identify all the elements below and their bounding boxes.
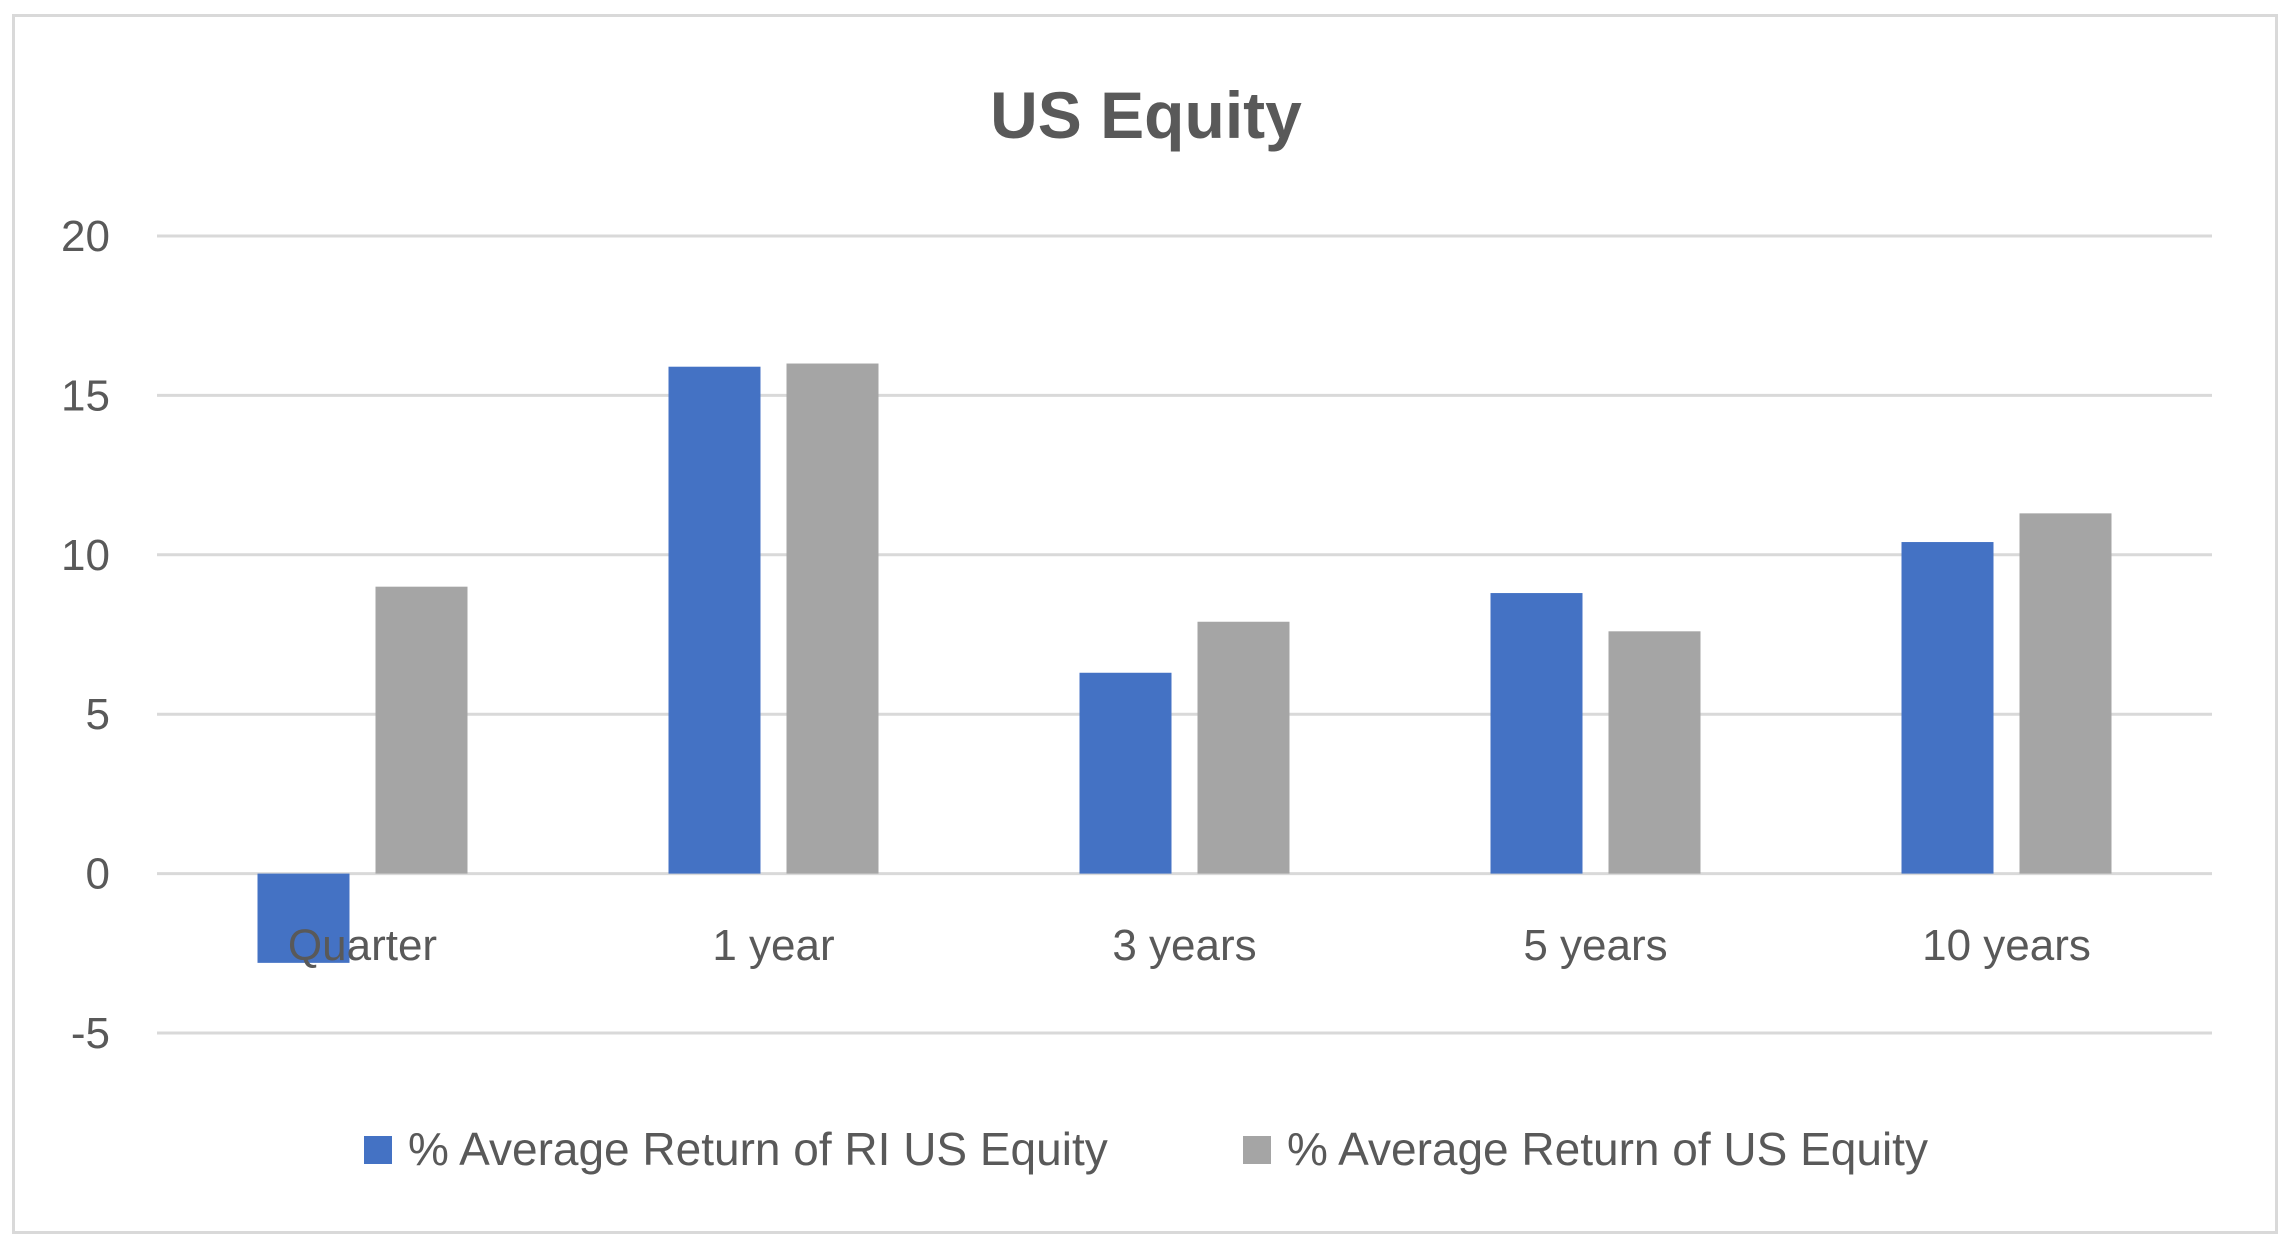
legend-label-1: % Average Return of RI US Equity — [408, 1123, 1108, 1175]
bar-series1-5-years — [1490, 593, 1583, 874]
bars — [257, 363, 2112, 963]
bar-series2-10-years — [2019, 513, 2112, 874]
bar-series2-quarter — [375, 586, 468, 874]
y-tick-label: 10 — [61, 531, 110, 580]
legend: % Average Return of RI US Equity % Averag… — [364, 1123, 1928, 1175]
x-tick-label: 1 year — [712, 921, 834, 970]
x-tick-labels: Quarter 1 year 3 years 5 years 10 years — [288, 921, 2091, 970]
bar-series1-10-years — [1901, 542, 1994, 874]
x-tick-label: 10 years — [1922, 921, 2091, 970]
chart-title: US Equity — [990, 78, 1302, 152]
y-tick-label: 5 — [86, 690, 110, 739]
gridlines — [157, 234, 2212, 1035]
bar-series2-1-year — [786, 363, 879, 874]
bar-series1-quarter — [257, 873, 350, 963]
x-tick-label: 5 years — [1523, 921, 1667, 970]
bar-series1-3-years — [1079, 672, 1172, 874]
y-tick-label: 0 — [86, 850, 110, 899]
y-tick-label: 20 — [61, 212, 110, 261]
y-tick-label: -5 — [71, 1009, 110, 1058]
legend-label-2: % Average Return of US Equity — [1287, 1123, 1928, 1175]
bar-series2-5-years — [1608, 631, 1701, 874]
y-tick-labels: -5 0 5 10 15 20 — [61, 212, 110, 1058]
x-tick-label: 3 years — [1112, 921, 1256, 970]
bar-series1-1-year — [668, 366, 761, 874]
x-tick-label: Quarter — [288, 921, 437, 970]
y-tick-label: 15 — [61, 371, 110, 420]
bar-series2-3-years — [1197, 621, 1290, 874]
legend-swatch-2 — [1243, 1136, 1271, 1164]
legend-swatch-1 — [364, 1136, 392, 1164]
